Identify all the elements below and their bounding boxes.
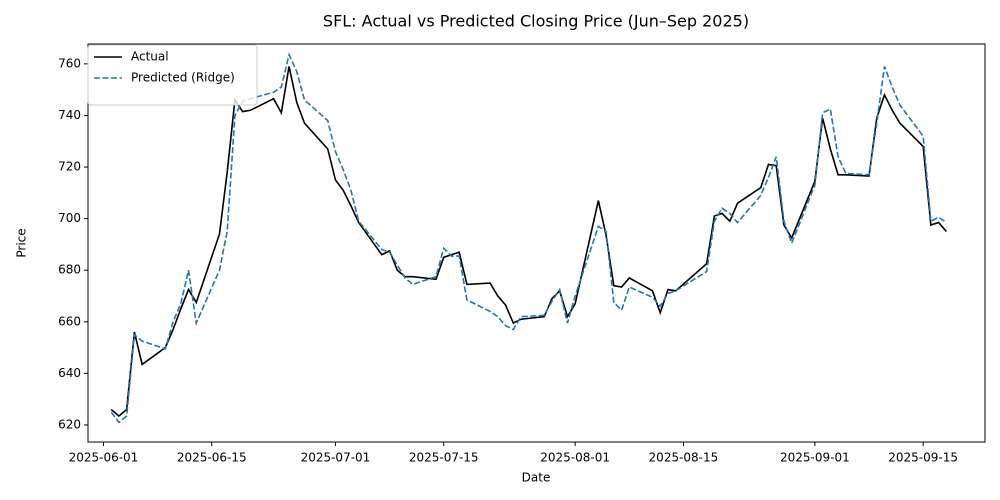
y-tick-label: 760	[58, 56, 81, 70]
x-tick-label: 2025-07-15	[409, 451, 479, 465]
x-tick-label: 2025-09-01	[780, 451, 850, 465]
x-tick-label: 2025-08-15	[649, 451, 719, 465]
chart-title: SFL: Actual vs Predicted Closing Price (…	[323, 12, 749, 31]
legend-label: Predicted (Ridge)	[131, 71, 235, 85]
y-tick-label: 640	[58, 366, 81, 380]
y-tick-label: 660	[58, 314, 81, 328]
y-axis-label: Price	[15, 228, 29, 257]
x-axis-label: Date	[522, 471, 551, 485]
x-tick-label: 2025-07-01	[301, 451, 371, 465]
legend-label: Actual	[131, 50, 169, 64]
x-tick-label: 2025-06-01	[69, 451, 139, 465]
y-tick-label: 740	[58, 108, 81, 122]
y-tick-label: 680	[58, 263, 81, 277]
legend-box	[87, 44, 258, 106]
legend: Actual Predicted (Ridge)	[87, 44, 258, 106]
plot-frame	[87, 43, 986, 443]
x-tick-label: 2025-09-15	[888, 451, 958, 465]
y-tick-label: 700	[58, 211, 81, 225]
x-tick-label: 2025-06-15	[177, 451, 247, 465]
y-tick-label: 620	[58, 417, 81, 431]
y-tick-label: 720	[58, 160, 81, 174]
x-tick-label: 2025-08-01	[540, 451, 610, 465]
